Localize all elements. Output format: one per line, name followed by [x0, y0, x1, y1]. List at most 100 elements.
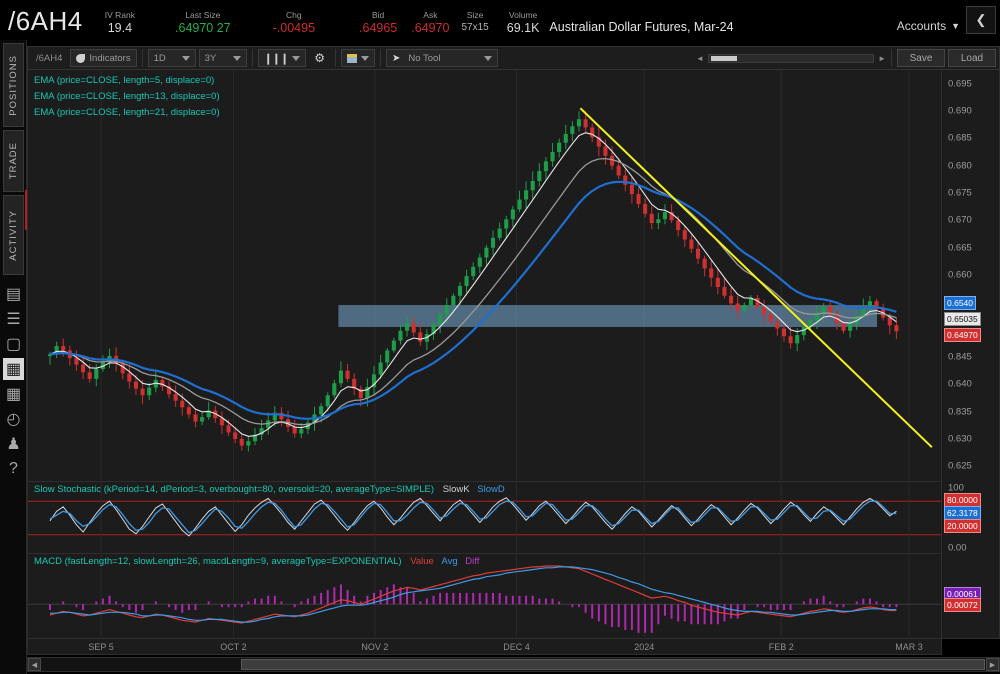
chevron-down-icon [181, 55, 190, 61]
macd-title: MACD (fastLength=12, slowLength=26, macd… [34, 556, 402, 567]
grid-icon[interactable]: ▦ [5, 386, 22, 403]
ema-legend-1[interactable]: EMA (price=CLOSE, length=13, displace=0) [34, 91, 220, 102]
chart-area: EMA (price=CLOSE, length=5, displace=0) E… [27, 70, 1000, 655]
stochastic-pane[interactable]: Slow Stochastic (kPeriod=14, dPeriod=3, … [27, 482, 942, 554]
time-axis-tick: OCT 2 [220, 642, 247, 652]
time-axis-tick: SEP 5 [88, 642, 114, 652]
stochastic-legend: Slow Stochastic (kPeriod=14, dPeriod=3, … [34, 484, 505, 495]
quote-field-label: Size [466, 10, 484, 20]
indicators-button[interactable]: Indicators [70, 49, 137, 67]
stochastic-title: Slow Stochastic (kPeriod=14, dPeriod=3, … [34, 484, 435, 495]
stochastic-svg [28, 482, 941, 552]
quote-field-value: 69.1K [506, 21, 540, 35]
quote-field-value: .64965 [359, 21, 398, 35]
toolbar-divider [380, 49, 382, 67]
load-button[interactable]: Load [948, 49, 996, 67]
calendar-icon[interactable]: ▢ [5, 336, 22, 353]
macd-pane[interactable]: MACD (fastLength=12, slowLength=26, macd… [27, 554, 942, 639]
chevron-down-icon [292, 55, 301, 61]
price-marker-white: 0.65035 [944, 311, 981, 326]
stochastic-slowd-label: SlowD [477, 484, 505, 495]
stochastic-slowk-label: SlowK [442, 484, 470, 495]
sidebar-tab-label: ACTIVITY [8, 209, 19, 261]
quote-field-chg: Chg -.00495 [273, 10, 315, 40]
chart-toolbar: /6AH4 Indicators 1D 3Y ❙❙❙ ⚙ ➤ No Tool ◄… [27, 46, 1000, 70]
clock-icon[interactable]: ◴ [6, 411, 21, 428]
time-axis-tick: MAR 3 [895, 642, 923, 652]
chart-icon[interactable]: ▦ [3, 358, 24, 380]
toolbar-divider [891, 49, 892, 67]
candlestick-icon: ❙❙❙ [263, 52, 290, 65]
quote-field-label: IV Rank [104, 10, 136, 20]
ema-legend-0[interactable]: EMA (price=CLOSE, length=5, displace=0) [34, 75, 215, 86]
zoom-in-icon[interactable]: ► [878, 53, 886, 63]
accounts-label: Accounts [896, 19, 947, 33]
people-icon[interactable]: ♟ [6, 436, 21, 453]
gear-icon: ⚙ [314, 51, 326, 65]
quote-field-label: Ask [423, 10, 438, 20]
scroll-thumb[interactable] [241, 659, 985, 670]
price-axis-tick: 0.845 [948, 351, 972, 363]
quote-field-last-size: Last Size .64970 27 [175, 10, 231, 40]
cursor-icon: ➤ [392, 52, 401, 64]
toolbar-symbol[interactable]: /6AH4 [36, 52, 63, 64]
indicators-icon [76, 53, 86, 63]
quote-field-value: 57x15 [461, 22, 489, 33]
scroll-left-button[interactable]: ◀ [28, 658, 41, 671]
price-axis-tick: 0.640 [948, 378, 972, 390]
macd-value-label: Value [410, 556, 434, 567]
chart-settings-button[interactable]: ⚙ [309, 49, 330, 67]
macd-diff-label: Diff [465, 556, 480, 567]
price-axis-tick: 0.675 [948, 187, 972, 199]
range-label: 3Y [204, 52, 217, 64]
chevron-left-icon: ❮ [975, 12, 987, 27]
macd-marker-red: 0.00072 [944, 598, 981, 612]
layers-icon [347, 53, 358, 63]
price-axis-tick: 0.625 [948, 460, 972, 472]
time-axis-tick: FEB 2 [768, 642, 794, 652]
drawings-dropdown[interactable] [341, 49, 376, 67]
interval-dropdown[interactable]: 1D [147, 49, 196, 67]
sidebar-tab-activity[interactable]: ACTIVITY [3, 195, 24, 275]
quote-field-label: Chg [286, 10, 302, 20]
tool-dropdown[interactable]: ➤ No Tool [386, 49, 499, 67]
ema-legend-2[interactable]: EMA (price=CLOSE, length=21, displace=0) [34, 107, 220, 118]
sidebar-tab-positions[interactable]: POSITIONS [3, 43, 24, 127]
stoch-marker-blue: 62.3178 [944, 506, 981, 520]
price-chart-svg [47, 70, 933, 480]
stoch-axis-tick: 100 [948, 482, 964, 494]
help-icon[interactable]: ? [9, 460, 18, 477]
price-axis[interactable]: 0.695 0.690 0.685 0.680 0.675 0.670 0.665 0.660… [942, 70, 1000, 639]
accounts-button[interactable]: Accounts ▼ [897, 19, 960, 33]
price-axis-tick: 0.680 [948, 160, 972, 172]
chart-style-dropdown[interactable]: ❙❙❙ [257, 49, 307, 67]
range-dropdown[interactable]: 3Y [198, 49, 247, 67]
price-chart-pane[interactable]: EMA (price=CLOSE, length=5, displace=0) E… [27, 70, 942, 482]
sidebar-tabs: POSITIONS TRADE ACTIVITY [0, 43, 26, 275]
quote-field-volume: Volume 69.1K [507, 10, 540, 40]
price-axis-tick: 0.835 [948, 406, 972, 418]
save-button[interactable]: Save [897, 49, 945, 67]
macd-avg-label: Avg [441, 556, 458, 567]
scroll-right-button[interactable]: ▶ [986, 658, 999, 671]
time-axis: SEP 5 OCT 2 NOV 2 DEC 4 2024 FEB 2 MAR 3 [27, 639, 942, 655]
list-icon[interactable]: ☰ [6, 311, 21, 328]
zoom-track[interactable] [707, 53, 875, 63]
sidebar-tab-trade[interactable]: TRADE [3, 130, 24, 192]
price-axis-tick: 0.685 [948, 132, 972, 144]
zoom-out-icon[interactable]: ◄ [696, 53, 704, 63]
toolbar-divider [251, 49, 253, 67]
nav-back-button[interactable]: ❮ [966, 6, 996, 34]
zoom-slider[interactable]: ◄ ► [696, 53, 886, 63]
zoom-thumb[interactable] [710, 55, 737, 61]
macd-svg [28, 554, 941, 637]
stoch-marker-red: 80.0000 [944, 493, 981, 507]
price-chart-legend: EMA (price=CLOSE, length=5, displace=0) E… [34, 73, 220, 121]
instrument-description: Australian Dollar Futures, Mar-24 [549, 20, 734, 34]
price-axis-tick: 0.660 [948, 269, 972, 281]
price-axis-tick: 0.630 [948, 433, 972, 445]
horizontal-scrollbar[interactable]: ◀ ▶ [27, 657, 1000, 672]
indicators-label: Indicators [89, 52, 131, 64]
interval-label: 1D [153, 52, 166, 64]
book-icon[interactable]: ▤ [5, 286, 22, 303]
